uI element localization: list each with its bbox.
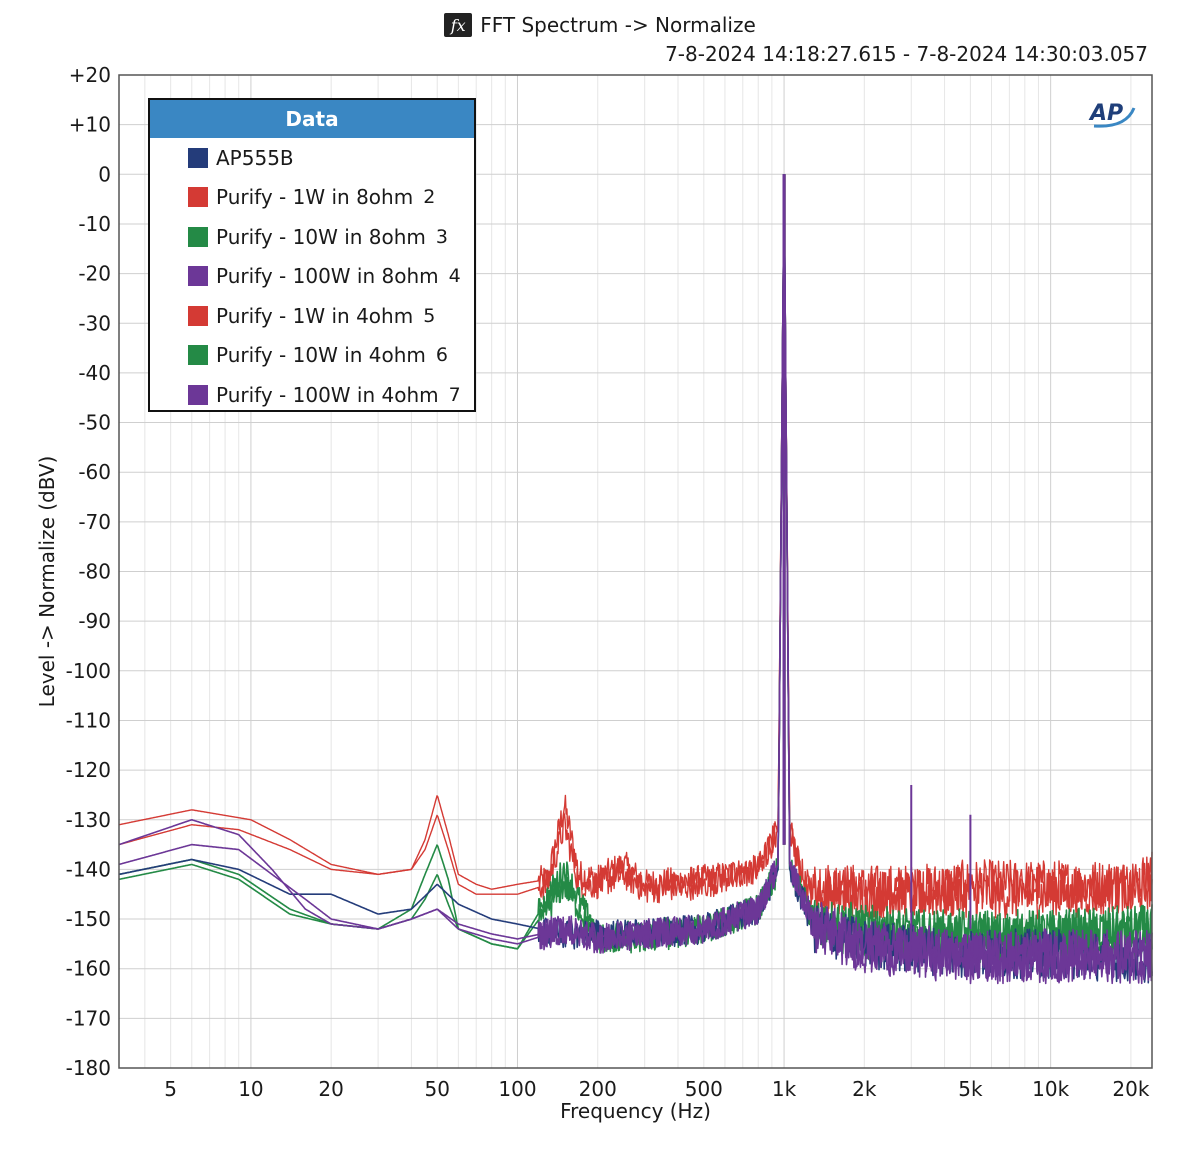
legend-label: Purify - 100W in 4ohm (216, 382, 439, 407)
y-tick-label: -40 (78, 361, 111, 385)
legend-item[interactable]: AP555B (150, 138, 474, 178)
y-tick-label: -80 (78, 560, 111, 584)
y-tick-label: -30 (78, 311, 111, 335)
y-tick-label: -150 (66, 907, 111, 931)
x-tick-label: 20k (1112, 1077, 1149, 1101)
y-tick-label: -170 (66, 1006, 111, 1030)
legend-label: AP555B (216, 145, 294, 170)
x-tick-label: 10 (238, 1077, 263, 1101)
legend-index: 7 (448, 383, 461, 406)
ap-logo-icon: AP (1088, 101, 1136, 128)
series-line-5 (118, 202, 1153, 920)
y-tick-label: -130 (66, 808, 111, 832)
y-axis-ticks: +20 +10 0 -10 -20 -30 -40 -50 -60 -70 -80 -90 -100 -1… (66, 63, 111, 1080)
legend-swatch (188, 345, 208, 366)
chart-title: FFT Spectrum -> Normalize (480, 13, 756, 37)
series-layer (118, 174, 1153, 985)
y-tick-label: -100 (66, 659, 111, 683)
fx-icon[interactable]: fx (444, 13, 473, 37)
ap-logo-text: AP (1088, 101, 1123, 126)
legend-label: Purify - 10W in 8ohm (216, 224, 426, 249)
legend-index: 2 (423, 186, 436, 209)
series-line-2 (118, 202, 1153, 915)
legend-label: Purify - 10W in 4ohm (216, 343, 426, 368)
x-tick-label: 20 (318, 1077, 343, 1101)
y-tick-label: -120 (66, 758, 111, 782)
y-tick-label: -20 (78, 262, 111, 286)
x-tick-label: 500 (685, 1077, 723, 1101)
x-axis-ticks: 5 10 20 50 100 200 500 1k 2k 5k 10k 20k (164, 1077, 1150, 1101)
y-tick-label: -70 (78, 510, 111, 534)
legend-label: Purify - 1W in 8ohm (216, 185, 414, 210)
x-tick-label: 5 (164, 1077, 177, 1101)
legend-header: Data (150, 100, 474, 138)
legend-swatch (188, 147, 208, 168)
y-tick-label: -160 (66, 957, 111, 981)
legend[interactable]: Data AP555B Purify - 1W in 8ohm 2 Purify - … (148, 98, 476, 412)
x-axis-title: Frequency (Hz) (560, 1099, 711, 1123)
legend-swatch (188, 266, 208, 287)
series-line-7 (118, 203, 1153, 985)
y-tick-label: 0 (98, 162, 111, 186)
legend-index: 6 (435, 344, 449, 367)
y-tick-label: -180 (66, 1056, 111, 1080)
legend-swatch (188, 305, 208, 326)
y-tick-label: -50 (78, 411, 111, 435)
y-tick-label: +20 (69, 63, 111, 87)
x-tick-label: 5k (958, 1077, 983, 1101)
legend-swatch (188, 384, 208, 405)
legend-item[interactable]: Purify - 10W in 4ohm 6 (150, 336, 474, 376)
legend-item[interactable]: Purify - 1W in 8ohm 2 (150, 178, 474, 218)
legend-swatch (188, 187, 208, 208)
x-tick-label: 10k (1032, 1077, 1069, 1101)
legend-index: 4 (448, 265, 461, 288)
chart-title-row: fx FFT Spectrum -> Normalize (0, 10, 1200, 40)
legend-item[interactable]: Purify - 100W in 8ohm 4 (150, 257, 474, 297)
x-tick-label: 200 (579, 1077, 617, 1101)
legend-item[interactable]: Purify - 10W in 8ohm 3 (150, 217, 474, 257)
y-tick-label: -110 (66, 708, 111, 732)
legend-index: 5 (423, 304, 436, 327)
legend-items: AP555B Purify - 1W in 8ohm 2 Purify - 10W i… (150, 138, 474, 415)
x-tick-label: 1k (772, 1077, 797, 1101)
legend-item[interactable]: Purify - 100W in 4ohm 7 (150, 375, 474, 415)
x-tick-label: 50 (425, 1077, 450, 1101)
y-tick-label: -140 (66, 857, 111, 881)
x-tick-label: 100 (498, 1077, 536, 1101)
y-tick-label: +10 (69, 113, 111, 137)
y-tick-label: -10 (78, 212, 111, 236)
y-tick-label: -90 (78, 609, 111, 633)
legend-swatch (188, 226, 208, 247)
legend-item[interactable]: Purify - 1W in 4ohm 5 (150, 296, 474, 336)
legend-index: 3 (435, 225, 449, 248)
y-axis-title: Level -> Normalize (dBV) (35, 456, 59, 708)
x-tick-label: 2k (852, 1077, 877, 1101)
legend-label: Purify - 1W in 4ohm (216, 303, 414, 328)
chart-timestamp-range: 7-8-2024 14:18:27.615 - 7-8-2024 14:30:0… (665, 42, 1148, 66)
plot-frame (118, 74, 1153, 1069)
y-tick-label: -60 (78, 460, 111, 484)
legend-label: Purify - 100W in 8ohm (216, 264, 439, 289)
